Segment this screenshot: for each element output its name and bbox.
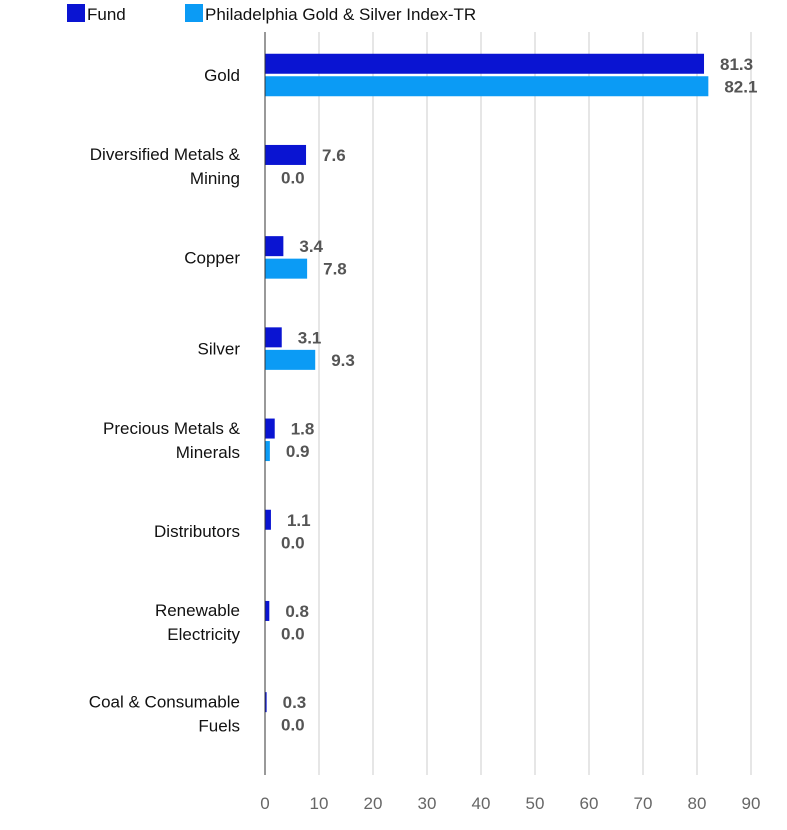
data-label: 82.1: [724, 77, 757, 96]
category-label: Diversified Metals &: [90, 145, 241, 164]
data-label: 0.0: [281, 533, 305, 552]
data-label: 0.0: [281, 716, 305, 735]
bar: [265, 53, 705, 74]
category-label: Distributors: [154, 522, 240, 541]
legend-swatch: [185, 4, 203, 22]
category-labels: Gold Diversified Metals & Mining Copper Silv…: [89, 66, 241, 735]
bars: [265, 53, 709, 713]
x-tick-label: 80: [688, 794, 707, 813]
bar: [265, 327, 282, 348]
data-label: 1.1: [287, 511, 311, 530]
x-axis-ticks: 0 10 20 30 40 50 60 70 80 90: [260, 794, 760, 813]
x-tick-label: 60: [580, 794, 599, 813]
data-label: 3.4: [299, 237, 323, 256]
data-label: 3.1: [298, 328, 322, 347]
data-label: 0.0: [281, 168, 305, 187]
x-tick-label: 30: [418, 794, 437, 813]
bar: [265, 600, 270, 621]
category-label: Silver: [197, 340, 240, 359]
category-label: Renewable: [155, 601, 240, 620]
category-label: Electricity: [167, 625, 240, 644]
x-tick-label: 0: [260, 794, 269, 813]
gridlines: [318, 32, 752, 775]
x-tick-label: 90: [742, 794, 761, 813]
data-label: 0.0: [281, 624, 305, 643]
category-label: Gold: [204, 66, 240, 85]
bar: [265, 144, 307, 165]
x-tick-label: 20: [364, 794, 383, 813]
data-label: 0.9: [286, 442, 310, 461]
data-label: 0.3: [283, 693, 307, 712]
category-label: Mining: [190, 169, 240, 188]
data-label: 1.8: [291, 420, 315, 439]
x-tick-label: 70: [634, 794, 653, 813]
legend-label: Philadelphia Gold & Silver Index-TR: [205, 5, 476, 24]
bar: [265, 509, 271, 530]
data-label: 7.8: [323, 260, 347, 279]
data-label: 0.8: [285, 602, 309, 621]
bar: [265, 236, 284, 257]
data-label: 81.3: [720, 55, 753, 74]
bar: [265, 76, 709, 97]
category-label: Fuels: [198, 716, 240, 735]
category-label: Copper: [184, 248, 240, 267]
bar: [265, 692, 267, 713]
bar: [265, 349, 316, 370]
bar: [265, 418, 275, 439]
bar: [265, 441, 270, 462]
legend: Fund Philadelphia Gold & Silver Index-TR: [67, 4, 476, 24]
category-label: Minerals: [176, 443, 240, 462]
x-tick-label: 40: [472, 794, 491, 813]
legend-label: Fund: [87, 5, 126, 24]
category-label: Coal & Consumable: [89, 692, 240, 711]
x-tick-label: 50: [526, 794, 545, 813]
category-label: Precious Metals &: [103, 419, 241, 438]
x-tick-label: 10: [310, 794, 329, 813]
data-label: 7.6: [322, 146, 346, 165]
legend-swatch: [67, 4, 85, 22]
bar: [265, 258, 308, 279]
data-label: 9.3: [331, 351, 355, 370]
value-labels: 81.3 82.1 7.6 0.0 3.47.8 3.1 9.3 1.8 0.9 1.1 0.0 0.…: [281, 55, 757, 735]
